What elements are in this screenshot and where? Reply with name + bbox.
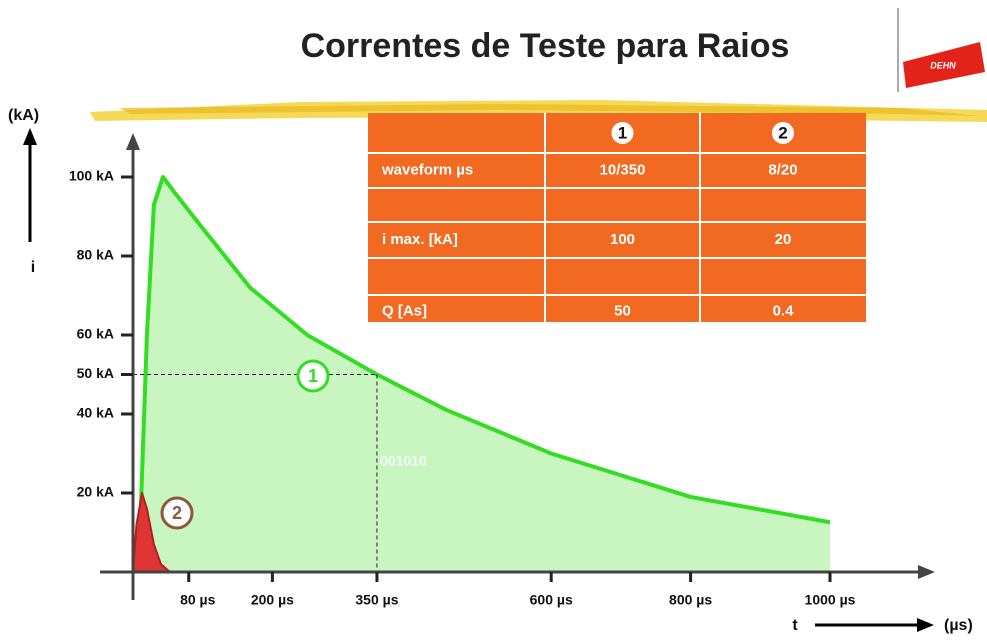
x-symbol-arrowhead	[917, 618, 934, 632]
logo-text: DEHN	[930, 60, 956, 70]
table-cell: i max. [kA]	[382, 231, 458, 248]
header-badge	[772, 122, 794, 144]
table-cell: 100	[610, 231, 635, 248]
area	[138, 177, 831, 572]
table-cell: 50	[614, 302, 631, 319]
x-tick-label: 800 µs	[669, 592, 712, 608]
table-header: 2	[778, 123, 787, 142]
series-badge	[160, 496, 194, 530]
table-cell: waveform µs	[381, 161, 473, 178]
table-bg	[368, 113, 866, 322]
x-tick-label: 600 µs	[530, 592, 573, 608]
y-axis-label: (kA)	[8, 107, 39, 124]
y-tick-label: 40 kA	[77, 405, 114, 421]
header-badge	[611, 122, 634, 144]
annotation: 001010	[380, 453, 427, 469]
table: 1 2 waveform µs 10/350 8/20 i max. [kA] 100 20 Q…	[368, 113, 866, 322]
line	[136, 175, 831, 573]
y-axis-symbol: i	[31, 259, 35, 276]
table-cell: 8/20	[768, 161, 797, 178]
chart: 001010 1 2 20 kA 40 kA 50 kA 60 kA 80 kA 100 kA 8…	[8, 107, 973, 634]
line	[132, 492, 171, 573]
table-header: 1	[618, 123, 627, 142]
x-tick-label: 1000 µs	[805, 592, 856, 608]
table-cell: 0.4	[773, 302, 795, 319]
y-tick-label: 100 kA	[69, 168, 114, 184]
series-badge	[296, 359, 330, 393]
x-axis-label: (µs)	[944, 617, 973, 634]
x-arrow	[918, 565, 935, 579]
series-label: 1	[308, 366, 318, 386]
y-symbol-arrowhead	[23, 128, 37, 145]
brush-stroke	[120, 104, 980, 116]
table-cell: 20	[775, 231, 792, 248]
logo-flag	[903, 42, 985, 88]
x-tick-label: 80 µs	[180, 592, 216, 608]
title: Correntes de Teste para Raios	[301, 27, 790, 65]
x-axis-symbol: t	[792, 617, 798, 634]
series-label: 2	[172, 503, 182, 523]
x-tick-label: 200 µs	[251, 592, 294, 608]
y-tick-label: 60 kA	[77, 326, 114, 342]
y-tick-label: 80 kA	[77, 247, 114, 263]
x-tick-label: 350 µs	[355, 592, 398, 608]
table-cell: 10/350	[600, 161, 646, 178]
table-cell: Q [As]	[382, 302, 427, 319]
y-tick-label: 20 kA	[77, 484, 114, 500]
y-tick-label: 50 kA	[77, 365, 114, 381]
y-arrow	[126, 133, 140, 150]
